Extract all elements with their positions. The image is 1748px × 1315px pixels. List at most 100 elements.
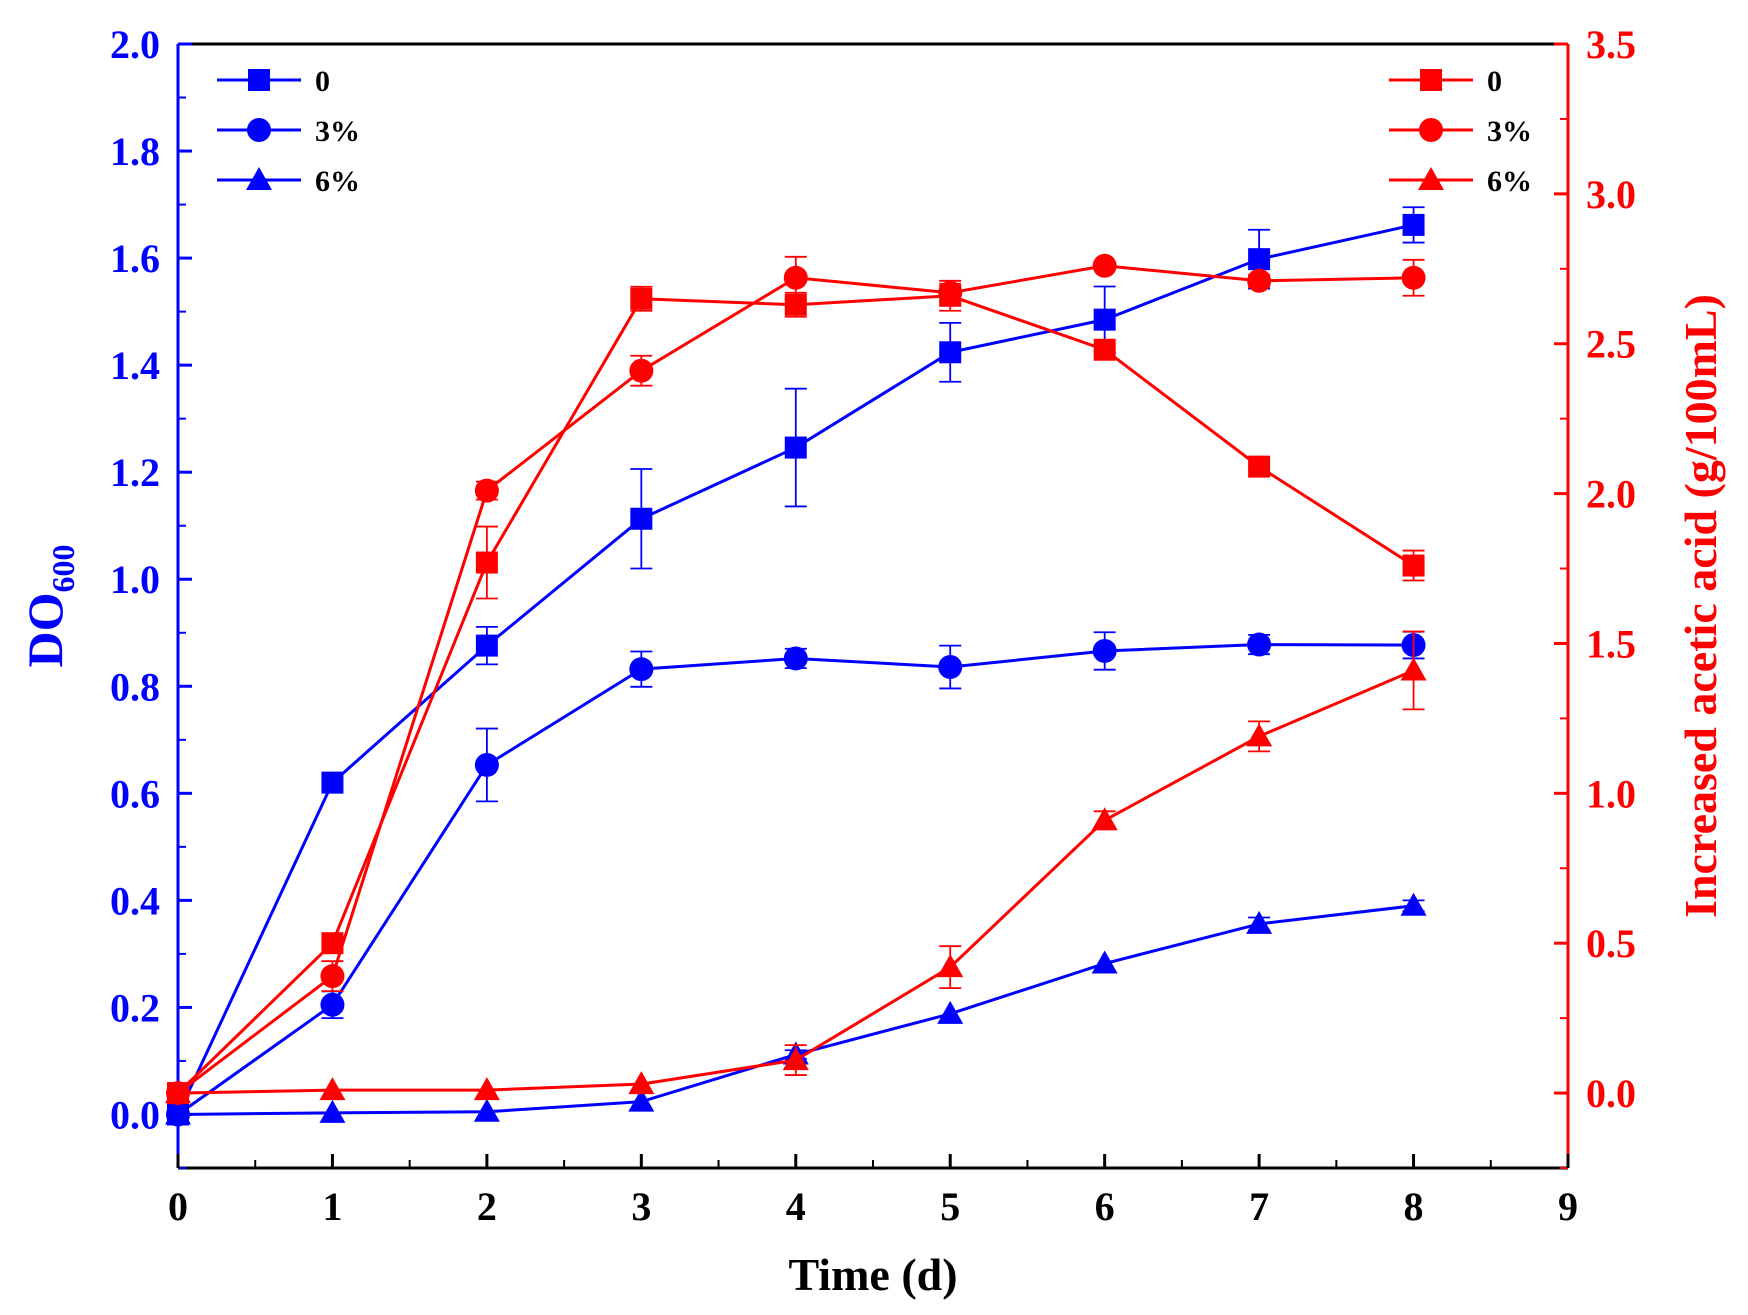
od600-series-6pct-point: [1400, 892, 1427, 916]
acid-series-6pct-point: [1246, 723, 1273, 747]
od600-series-0-point: [321, 771, 344, 794]
y-left-tick-label: 1.4: [110, 343, 160, 388]
od600-series-6pct-point: [319, 1099, 346, 1123]
acid-series-3pct-point: [320, 964, 345, 989]
y-left-tick-label: 1.0: [110, 557, 160, 602]
acid-series-6pct-point: [319, 1077, 346, 1101]
od600-series-6pct-point: [937, 1000, 964, 1024]
od600-series-0-point: [1402, 213, 1425, 236]
od600-series-6pct-point: [165, 1101, 191, 1125]
acid-series-3pct-point: [1247, 268, 1272, 293]
acid-series-6pct-point: [628, 1071, 655, 1095]
acid-series-0-point: [630, 287, 653, 310]
x-tick-label: 1: [322, 1184, 342, 1229]
y-left-tick-label: 1.8: [110, 129, 160, 174]
od600-series-0-point: [1248, 248, 1271, 271]
x-tick-label: 6: [1095, 1184, 1115, 1229]
y-left-axis-title: DO600: [17, 545, 81, 668]
legend-left-marker: [246, 167, 272, 190]
x-tick-label: 3: [631, 1184, 651, 1229]
od600-series-0-point: [784, 436, 807, 459]
od600-series-0-point: [1093, 308, 1116, 331]
legend-left-label: 0: [315, 65, 330, 98]
legend-right-label: 3%: [1487, 115, 1532, 148]
legend-right-marker: [1420, 69, 1442, 91]
acid-series-3pct-point: [629, 358, 654, 383]
od600-series-0-point: [630, 507, 653, 530]
y-left-tick-label: 0.0: [110, 1092, 160, 1137]
acid-series-0-point: [1402, 554, 1425, 577]
y-right-tick-label: 0.5: [1586, 921, 1636, 966]
od600-series-6pct-point: [1091, 950, 1118, 974]
acid-series-6pct-point: [1400, 657, 1427, 681]
series-layer: [165, 206, 1427, 1127]
legend-left-label: 6%: [315, 165, 360, 198]
legend-right-item-3pct: 3%: [1389, 115, 1532, 148]
od600-series-0-point: [939, 341, 962, 364]
legend-right-marker: [1418, 167, 1444, 190]
y-right-axis-title: Increased acetic acid (g/100mL): [1675, 294, 1726, 918]
y-right-tick-label: 2.0: [1586, 472, 1636, 517]
acid-series-3pct-point: [1092, 253, 1117, 278]
acid-series-0-point: [475, 551, 498, 574]
y-left-ticks: 0.0 0.2 0.4 0.6 0.8 1.0 1.2 1.4 1.6 1.8 2.0: [110, 22, 192, 1169]
legend-right-label: 0: [1487, 65, 1502, 98]
acid-series-0-point: [321, 932, 344, 955]
legend-left-item-3pct: 3%: [217, 115, 360, 148]
od600-series-3pct-point: [320, 992, 345, 1017]
od600-series-6pct-point: [628, 1088, 655, 1112]
y-right-tick-label: 3.0: [1586, 172, 1636, 217]
od600-series-3pct-point: [1247, 632, 1272, 657]
y-left-tick-label: 0.8: [110, 664, 160, 709]
acid-series-3pct-point: [783, 265, 808, 290]
y-right-tick-label: 1.5: [1586, 621, 1636, 666]
od600-series-3pct-point: [938, 655, 963, 680]
y-right-tick-label: 1.0: [1586, 771, 1636, 816]
y-left-tick-label: 0.6: [110, 771, 160, 816]
od600-series-3pct-point: [783, 646, 808, 671]
x-tick-label: 9: [1558, 1184, 1578, 1229]
acid-series-6pct: [165, 630, 1427, 1104]
legend-left-item-6pct: 6%: [217, 165, 360, 198]
acid-series-3pct-point: [1401, 265, 1426, 290]
y-right-tick-label: 3.5: [1586, 22, 1636, 67]
legend-right: 0 3% 6%: [1389, 65, 1532, 198]
legend-left-item-0: 0: [217, 65, 330, 98]
y-left-axis-title-main: DO: [17, 593, 73, 668]
y-left-tick-label: 2.0: [110, 22, 160, 67]
y-right-ticks: 0.0 0.5 1.0 1.5 2.0 2.5 3.0 3.5: [1554, 22, 1636, 1169]
x-tick-label: 4: [786, 1184, 806, 1229]
y-right-tick-label: 0.0: [1586, 1071, 1636, 1116]
x-tick-label: 0: [168, 1184, 188, 1229]
od600-series-6pct-point: [1246, 910, 1273, 934]
legend-left-marker: [247, 118, 271, 142]
legend-right-item-6pct: 6%: [1389, 165, 1532, 198]
acid-series-0-point: [1248, 455, 1271, 478]
od600-series-3pct-point: [1092, 638, 1117, 663]
acid-series-3pct: [166, 253, 1426, 1106]
x-axis-title: Time (d): [788, 1249, 957, 1300]
x-tick-label: 8: [1404, 1184, 1424, 1229]
y-left-tick-label: 1.2: [110, 450, 160, 495]
acid-series-6pct-point: [937, 954, 964, 978]
y-left-tick-label: 0.4: [110, 878, 160, 923]
acid-series-6pct-point: [165, 1080, 191, 1104]
x-tick-label: 7: [1249, 1184, 1269, 1229]
acid-series-6pct-point: [473, 1077, 500, 1101]
acid-series-3pct-point: [474, 478, 499, 503]
od600-series-3pct-point: [629, 657, 654, 682]
acid-series-6pct-point: [782, 1047, 809, 1071]
x-ticks: 0 1 2 3 4 5 6 7 8 9: [168, 1154, 1578, 1229]
acid-series-0-point: [1093, 338, 1116, 361]
x-tick-label: 5: [940, 1184, 960, 1229]
legend-right-marker: [1419, 118, 1443, 142]
legend-left-marker: [248, 69, 270, 91]
acid-series-6pct-point: [1091, 807, 1118, 831]
y-right-tick-label: 2.5: [1586, 322, 1636, 367]
legend-left-label: 3%: [315, 115, 360, 148]
legend-left: 0 3% 6%: [217, 65, 360, 198]
acid-series-3pct-point: [938, 280, 963, 305]
od600-series-6pct-point: [473, 1098, 500, 1122]
legend-right-item-0: 0: [1389, 65, 1502, 98]
